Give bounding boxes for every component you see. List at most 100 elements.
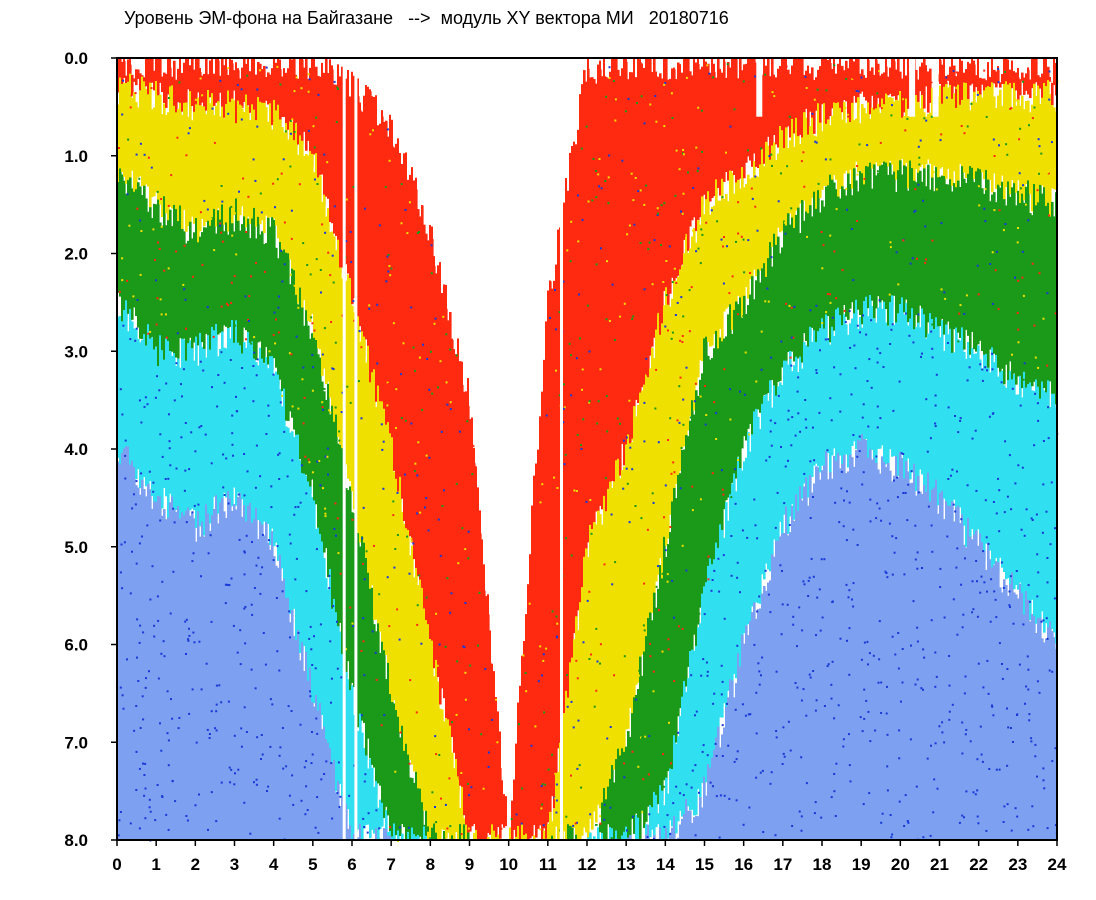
heatmap-speckle	[707, 555, 710, 558]
heatmap-speckle	[607, 202, 610, 205]
heatmap-cell	[961, 327, 964, 543]
heatmap-cell	[835, 189, 838, 326]
heatmap-cell	[231, 98, 234, 232]
heatmap-speckle	[816, 88, 819, 91]
heatmap-speckle	[140, 472, 143, 475]
heatmap-cell	[259, 521, 262, 841]
heatmap-speckle	[363, 674, 366, 677]
heatmap-speckle	[754, 75, 757, 78]
heatmap-speckle	[771, 164, 773, 167]
heatmap-cell	[737, 179, 740, 296]
heatmap-cell	[241, 516, 244, 841]
heatmap-speckle	[358, 330, 361, 333]
heatmap-speckle	[803, 472, 806, 475]
heatmap-cell	[939, 176, 942, 327]
heatmap-speckle	[648, 813, 651, 816]
heatmap-speckle	[960, 583, 963, 586]
heatmap-cell	[267, 217, 270, 365]
heatmap-cell	[603, 787, 606, 841]
heatmap-cell	[673, 280, 676, 509]
heatmap-speckle	[229, 781, 232, 784]
heatmap-cell	[121, 61, 124, 97]
heatmap-cell	[697, 627, 700, 789]
heatmap-speckle	[888, 293, 891, 296]
heatmap-cell	[985, 169, 988, 357]
heatmap-speckle	[991, 705, 994, 708]
heatmap-speckle	[174, 800, 177, 803]
heatmap-cell	[827, 185, 830, 317]
heatmap-cell	[577, 630, 580, 841]
heatmap-cell	[647, 824, 650, 841]
heatmap-cell	[935, 167, 938, 328]
heatmap-speckle	[446, 577, 449, 580]
heatmap-cell	[147, 483, 150, 841]
heatmap-cell	[999, 82, 1002, 88]
heatmap-speckle	[788, 524, 791, 526]
heatmap-speckle	[737, 459, 739, 461]
heatmap-cell	[317, 177, 320, 349]
heatmap-cell	[881, 73, 884, 104]
heatmap-cell	[431, 827, 434, 841]
heatmap-speckle	[985, 536, 988, 539]
heatmap-cell	[247, 106, 250, 217]
heatmap-speckle	[599, 822, 602, 825]
heatmap-speckle	[168, 447, 171, 450]
heatmap-speckle	[585, 500, 588, 503]
heatmap-speckle	[274, 342, 277, 345]
heatmap-cell	[661, 323, 664, 580]
heatmap-speckle	[947, 110, 950, 113]
heatmap-cell	[181, 72, 184, 112]
heatmap-speckle	[866, 640, 869, 643]
heatmap-speckle	[852, 582, 855, 585]
heatmap-cell	[215, 58, 218, 103]
heatmap-cell	[765, 141, 768, 279]
heatmap-cell	[851, 457, 854, 841]
heatmap-cell	[247, 332, 250, 530]
heatmap-cell	[787, 69, 790, 127]
heatmap-cell	[691, 400, 694, 675]
heatmap-speckle	[961, 721, 964, 724]
heatmap-cell	[291, 431, 294, 613]
heatmap-speckle	[363, 183, 366, 186]
heatmap-cell	[763, 395, 766, 580]
heatmap-speckle	[598, 185, 601, 188]
heatmap-speckle	[149, 330, 152, 333]
heatmap-cell	[425, 620, 428, 820]
heatmap-cell	[881, 164, 884, 301]
heatmap-speckle	[456, 660, 459, 663]
heatmap-speckle	[634, 447, 637, 450]
heatmap-cell	[253, 111, 256, 216]
heatmap-cell	[257, 539, 260, 841]
heatmap-cell	[915, 69, 918, 96]
heatmap-cell	[795, 494, 798, 841]
heatmap-speckle	[666, 814, 669, 817]
heatmap-cell	[433, 256, 436, 669]
heatmap-speckle	[381, 153, 384, 156]
heatmap-speckle	[389, 826, 392, 829]
heatmap-speckle	[730, 496, 733, 499]
heatmap-speckle	[375, 509, 378, 512]
heatmap-speckle	[878, 299, 881, 302]
heatmap-speckle	[862, 403, 865, 406]
heatmap-speckle	[431, 822, 434, 825]
heatmap-speckle	[856, 220, 859, 222]
heatmap-speckle	[1028, 124, 1030, 127]
heatmap-cell	[265, 77, 268, 101]
heatmap-speckle	[1009, 107, 1012, 110]
heatmap-speckle	[1006, 707, 1008, 710]
heatmap-speckle	[276, 650, 279, 653]
heatmap-speckle	[262, 632, 265, 634]
heatmap-speckle	[588, 658, 591, 660]
heatmap-speckle	[339, 572, 342, 575]
heatmap-speckle	[869, 498, 872, 501]
heatmap-cell	[953, 521, 956, 841]
heatmap-cell	[909, 318, 912, 480]
heatmap-speckle	[886, 733, 889, 736]
heatmap-speckle	[496, 741, 499, 744]
heatmap-cell	[991, 567, 994, 841]
heatmap-speckle	[663, 202, 666, 205]
heatmap-speckle	[129, 822, 132, 825]
heatmap-cell	[413, 58, 416, 189]
heatmap-cell	[989, 86, 992, 181]
heatmap-cell	[341, 66, 344, 268]
